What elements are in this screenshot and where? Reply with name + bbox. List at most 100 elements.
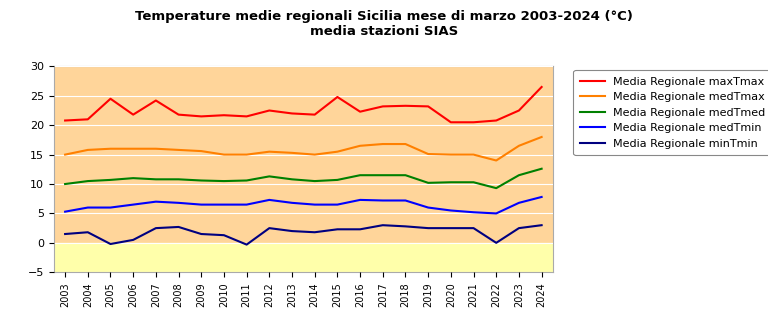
Media Regionale minTmin	[128, 238, 137, 242]
Media Regionale medTmed	[378, 173, 387, 177]
Media Regionale maxTmax	[424, 104, 433, 108]
Media Regionale maxTmax	[537, 85, 546, 89]
Media Regionale medTmed	[356, 173, 365, 177]
Media Regionale medTmed	[401, 173, 410, 177]
Media Regionale maxTmax	[492, 119, 501, 123]
Media Regionale medTmin	[106, 206, 115, 209]
Media Regionale medTmin	[492, 211, 501, 215]
Media Regionale maxTmax	[220, 113, 229, 117]
Media Regionale medTmin	[537, 195, 546, 199]
Media Regionale medTmin	[469, 210, 478, 214]
Media Regionale maxTmax	[151, 99, 161, 103]
Line: Media Regionale medTmax: Media Regionale medTmax	[65, 137, 541, 160]
Media Regionale medTmin	[378, 199, 387, 203]
Media Regionale medTmax	[83, 148, 92, 152]
Media Regionale medTmin	[401, 199, 410, 203]
Media Regionale medTmed	[537, 167, 546, 171]
Media Regionale medTmax	[378, 142, 387, 146]
Media Regionale minTmin	[310, 230, 319, 234]
Media Regionale medTmax	[424, 152, 433, 156]
Media Regionale medTmin	[151, 200, 161, 204]
Media Regionale maxTmax	[469, 120, 478, 124]
Media Regionale maxTmax	[378, 104, 387, 108]
Media Regionale minTmin	[333, 227, 342, 231]
Media Regionale medTmed	[128, 176, 137, 180]
Media Regionale minTmin	[174, 225, 184, 229]
Media Regionale minTmin	[378, 223, 387, 227]
Media Regionale minTmin	[356, 227, 365, 231]
Media Regionale minTmin	[83, 230, 92, 234]
Media Regionale medTmed	[287, 177, 296, 181]
Media Regionale medTmed	[446, 180, 455, 184]
Media Regionale minTmin	[287, 229, 296, 233]
Media Regionale medTmax	[401, 142, 410, 146]
Media Regionale medTmin	[333, 203, 342, 207]
Media Regionale maxTmax	[446, 120, 455, 124]
Media Regionale minTmin	[220, 233, 229, 237]
Media Regionale medTmax	[537, 135, 546, 139]
Media Regionale minTmin	[446, 226, 455, 230]
Media Regionale medTmin	[265, 198, 274, 202]
Media Regionale medTmin	[83, 206, 92, 209]
Media Regionale medTmin	[424, 206, 433, 209]
Media Regionale medTmed	[151, 177, 161, 181]
Media Regionale minTmin	[151, 226, 161, 230]
Media Regionale medTmed	[469, 180, 478, 184]
Media Regionale maxTmax	[287, 112, 296, 116]
Media Regionale maxTmax	[174, 113, 184, 117]
Media Regionale minTmin	[197, 232, 206, 236]
Line: Media Regionale minTmin: Media Regionale minTmin	[65, 225, 541, 245]
Media Regionale minTmin	[61, 232, 70, 236]
Media Regionale medTmin	[446, 208, 455, 212]
Media Regionale medTmed	[515, 173, 524, 177]
Media Regionale maxTmax	[128, 113, 137, 117]
Media Regionale medTmed	[310, 179, 319, 183]
Media Regionale medTmed	[265, 174, 274, 178]
Text: Temperature medie regionali Sicilia mese di marzo 2003-2024 (°C)
media stazioni : Temperature medie regionali Sicilia mese…	[135, 10, 633, 38]
Media Regionale minTmin	[242, 243, 251, 247]
Media Regionale minTmin	[265, 226, 274, 230]
Media Regionale medTmed	[492, 186, 501, 190]
Line: Media Regionale maxTmax: Media Regionale maxTmax	[65, 87, 541, 122]
Legend: Media Regionale maxTmax, Media Regionale medTmax, Media Regionale medTmed, Media: Media Regionale maxTmax, Media Regionale…	[574, 70, 768, 155]
Media Regionale medTmax	[128, 147, 137, 151]
Media Regionale minTmin	[537, 223, 546, 227]
Media Regionale medTmed	[333, 178, 342, 182]
Media Regionale medTmed	[83, 179, 92, 183]
Line: Media Regionale medTmed: Media Regionale medTmed	[65, 169, 541, 188]
Media Regionale minTmin	[492, 241, 501, 245]
Media Regionale medTmax	[220, 153, 229, 157]
Media Regionale medTmax	[469, 153, 478, 157]
Media Regionale medTmax	[242, 153, 251, 157]
Media Regionale medTmed	[197, 179, 206, 183]
Media Regionale medTmed	[220, 179, 229, 183]
Media Regionale minTmin	[401, 224, 410, 228]
Media Regionale medTmax	[492, 158, 501, 162]
Media Regionale medTmin	[197, 203, 206, 207]
Media Regionale minTmin	[515, 226, 524, 230]
Media Regionale medTmax	[356, 144, 365, 148]
Media Regionale minTmin	[106, 242, 115, 246]
Media Regionale medTmax	[61, 153, 70, 157]
Media Regionale medTmax	[310, 153, 319, 157]
Media Regionale medTmin	[61, 210, 70, 214]
Media Regionale medTmed	[106, 178, 115, 182]
Media Regionale medTmax	[333, 150, 342, 154]
Media Regionale maxTmax	[242, 115, 251, 119]
Line: Media Regionale medTmin: Media Regionale medTmin	[65, 197, 541, 213]
Media Regionale medTmed	[61, 182, 70, 186]
Media Regionale medTmax	[106, 147, 115, 151]
Media Regionale maxTmax	[197, 115, 206, 119]
Media Regionale maxTmax	[515, 109, 524, 113]
Media Regionale maxTmax	[61, 119, 70, 123]
Media Regionale medTmax	[515, 144, 524, 148]
Media Regionale minTmin	[424, 226, 433, 230]
Media Regionale medTmax	[151, 147, 161, 151]
Media Regionale maxTmax	[265, 109, 274, 113]
Media Regionale medTmed	[424, 181, 433, 185]
Media Regionale medTmin	[310, 203, 319, 207]
Media Regionale medTmin	[128, 203, 137, 207]
Media Regionale medTmed	[174, 177, 184, 181]
Media Regionale maxTmax	[310, 113, 319, 117]
Bar	[54, 243, 553, 272]
